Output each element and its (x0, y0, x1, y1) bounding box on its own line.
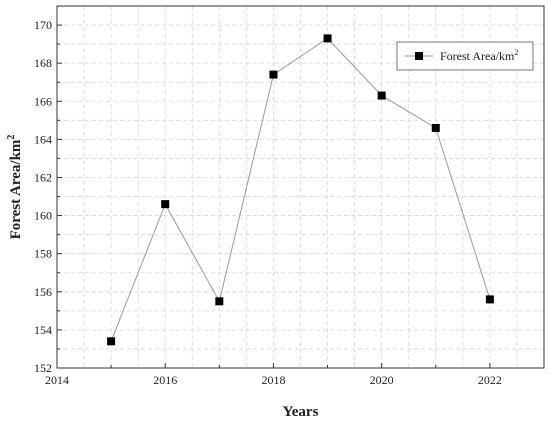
x-tick-label: 2020 (370, 373, 394, 387)
series (107, 34, 494, 346)
y-axis-title: Forest Area/km2 (6, 135, 24, 240)
data-point (431, 123, 440, 132)
y-tick-label: 162 (34, 170, 52, 184)
plot-frame (56, 5, 545, 369)
legend-label-text: Forest Area/km (440, 49, 515, 63)
series-line (110, 37, 491, 342)
y-axis-title-sup: 2 (6, 135, 17, 140)
data-point (215, 297, 224, 306)
data-point (377, 91, 386, 100)
y-tick-label: 166 (34, 94, 52, 108)
x-tick-label: 2022 (478, 373, 502, 387)
y-tick-label: 158 (34, 247, 52, 261)
legend-label-sup: 2 (514, 48, 518, 57)
data-point (269, 70, 278, 79)
x-axis-title: Years (283, 404, 319, 420)
y-tick-label: 154 (34, 323, 52, 337)
legend: Forest Area/km2 (396, 41, 534, 71)
legend-label: Forest Area/km2 (440, 48, 518, 63)
x-tick-label: 2014 (45, 373, 69, 387)
x-tick-label: 2016 (153, 373, 177, 387)
y-tick-label: 164 (34, 132, 52, 146)
ticks: 2014 2016 2018 2020 2022 152 154 156 158 160 162 16… (34, 18, 502, 387)
data-point (323, 34, 332, 43)
x-tick-label: 2018 (261, 373, 285, 387)
legend-marker (415, 52, 423, 60)
y-tick-label: 170 (34, 18, 52, 32)
y-tick-label: 156 (34, 285, 52, 299)
data-point (161, 200, 170, 209)
data-point (485, 295, 494, 304)
y-tick-label: 152 (34, 361, 52, 375)
y-tick-label: 160 (34, 209, 52, 223)
y-axis-title-text: Forest Area/km (8, 139, 24, 239)
y-tick-label: 168 (34, 56, 52, 70)
data-point (107, 337, 116, 346)
